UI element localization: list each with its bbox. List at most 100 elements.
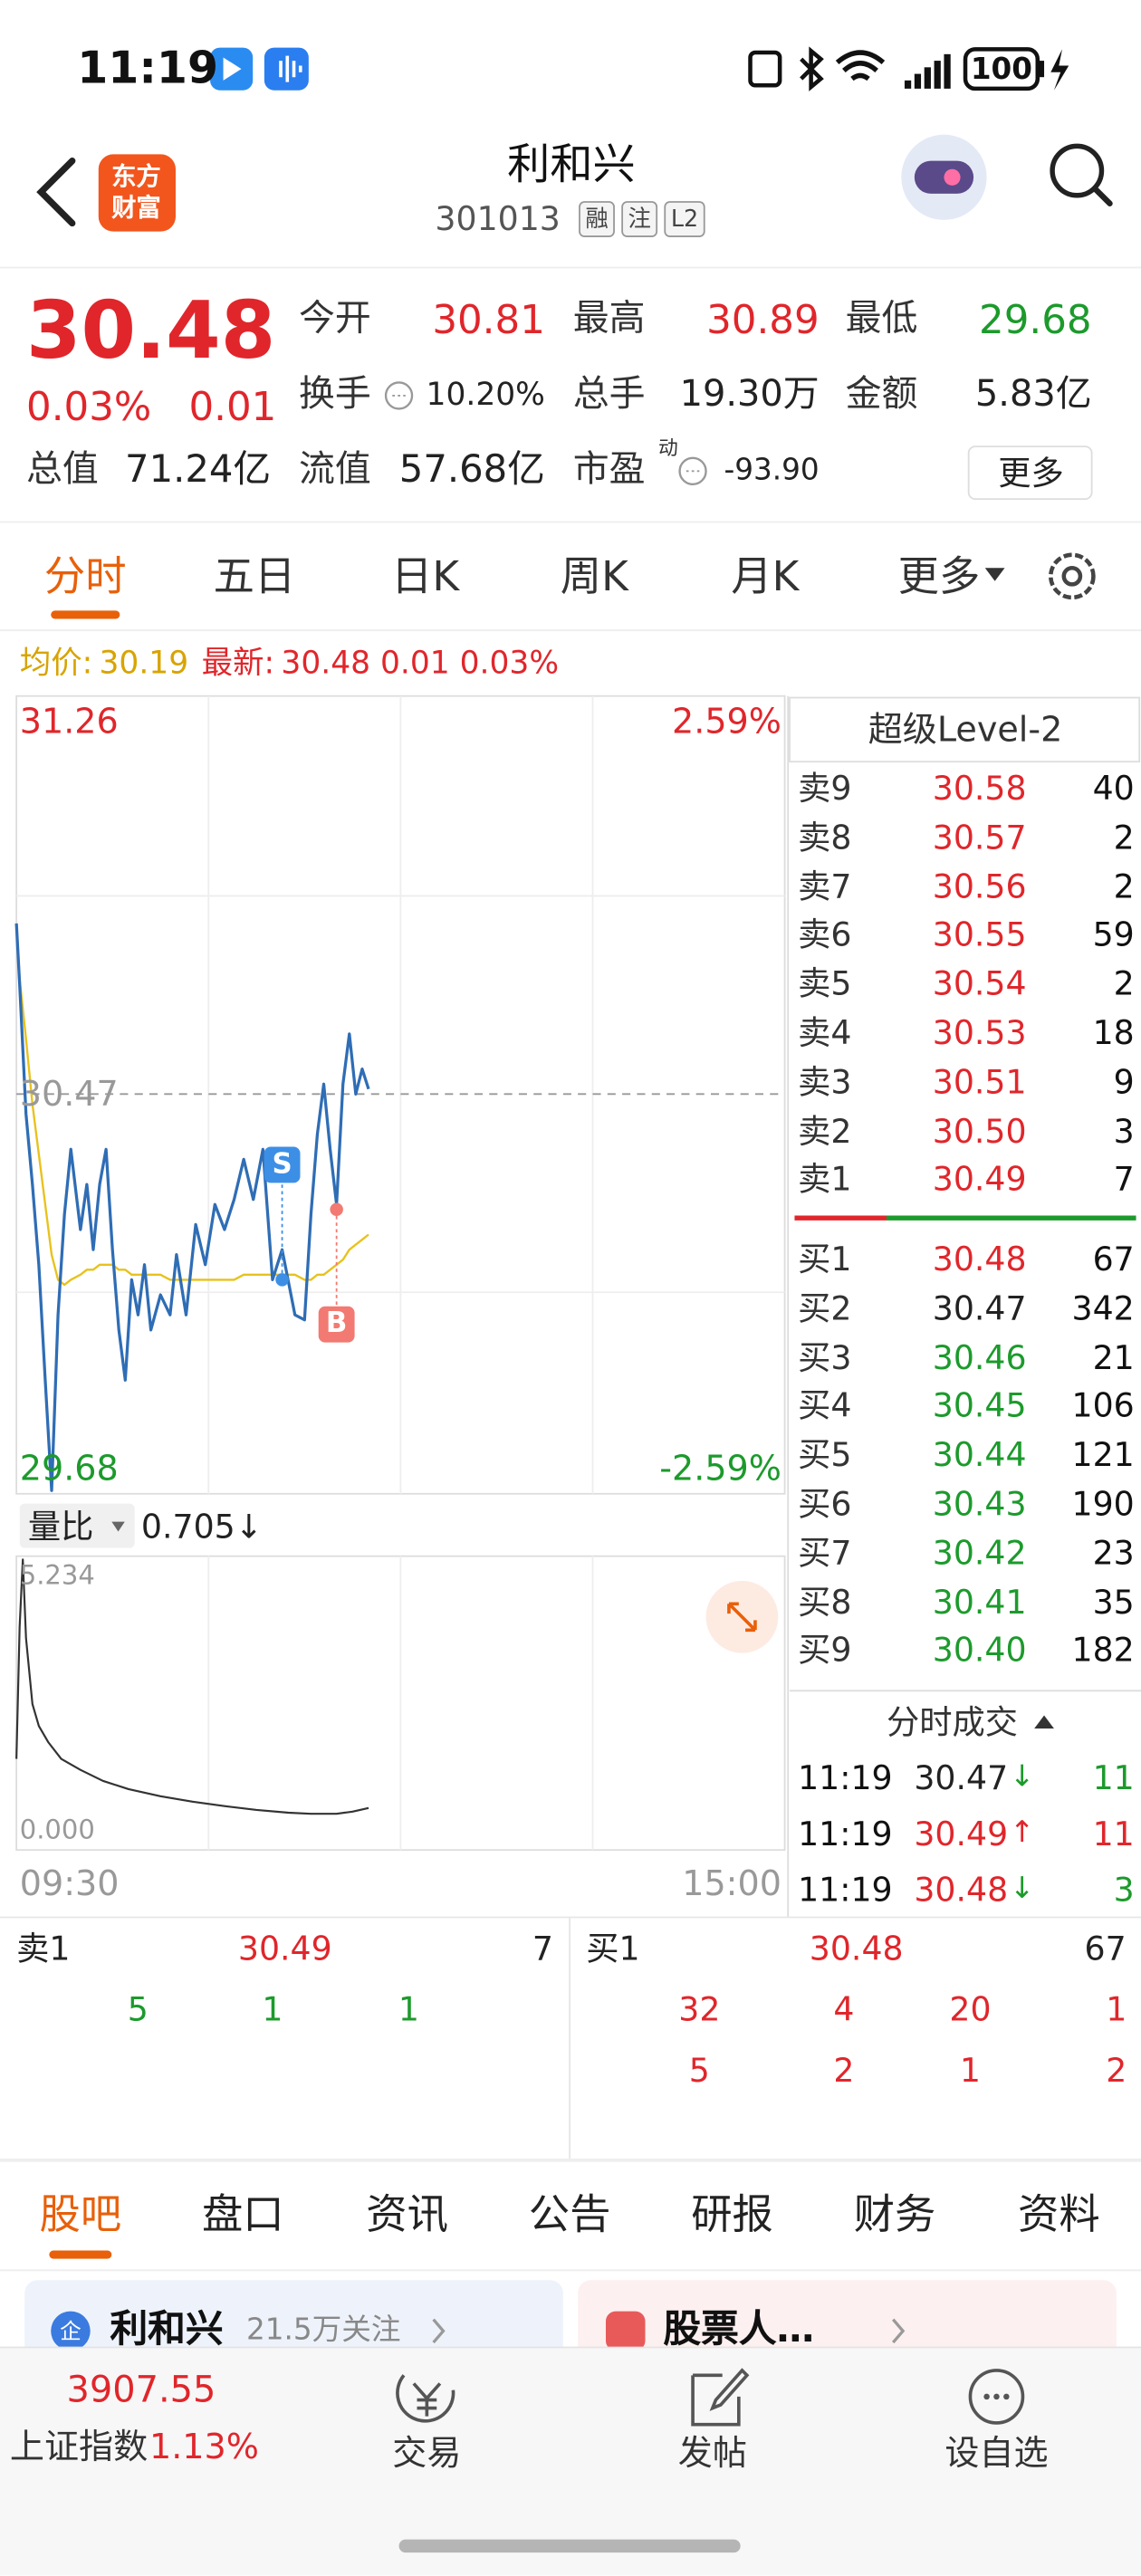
back-button[interactable] xyxy=(36,158,76,227)
bluetooth-icon xyxy=(800,46,824,91)
signal-bar xyxy=(924,67,931,89)
signal-bar xyxy=(914,73,922,89)
field-value: 5.83亿 xyxy=(974,374,1092,416)
change-percent: 0.03% xyxy=(26,384,152,430)
book-volume: 190 xyxy=(1071,1483,1135,1524)
settings-core xyxy=(1061,566,1083,587)
queue-order: 2 xyxy=(1106,2050,1127,2090)
book-price: 30.43 xyxy=(932,1483,1027,1524)
trade-price: 30.47 xyxy=(914,1757,1009,1798)
queue-order: 1 xyxy=(959,2050,981,2090)
signal-bar xyxy=(944,53,951,89)
queue-order: 20 xyxy=(949,1989,992,2029)
nav-item[interactable]: 设自选 xyxy=(944,2433,1049,2474)
queue-order: 5 xyxy=(127,1989,149,2029)
watchlist-icon xyxy=(968,2369,1025,2425)
signal-bar xyxy=(904,80,912,89)
content-tab[interactable]: 财务 xyxy=(853,2190,936,2238)
signal-bar xyxy=(934,61,941,89)
book-volume: 23 xyxy=(1092,1532,1135,1573)
book-level: 买1 xyxy=(798,1239,852,1279)
chart-tab[interactable]: 更多 xyxy=(897,552,981,600)
nav-item[interactable]: 发帖 xyxy=(677,2433,747,2474)
dropdown-arrow xyxy=(111,1521,125,1532)
content-tab[interactable]: 研报 xyxy=(691,2190,773,2238)
index-value[interactable]: 3907.55 xyxy=(66,2370,216,2412)
trade-direction: ↓ xyxy=(1009,1871,1035,1906)
book-level: 卖4 xyxy=(798,1012,852,1053)
book-price: 30.57 xyxy=(932,817,1027,857)
settings-button[interactable] xyxy=(1049,552,1096,600)
chart-tab[interactable]: 月K xyxy=(731,552,800,600)
trade-price: 30.48 xyxy=(914,1869,1009,1910)
chart-tab[interactable]: 日K xyxy=(391,552,460,600)
app-icon-glyph xyxy=(279,55,302,82)
book-volume: 18 xyxy=(1092,1012,1135,1053)
chart-tab[interactable]: 分时 xyxy=(43,552,127,600)
content-tab[interactable]: 公告 xyxy=(528,2190,611,2238)
content-tab[interactable]: 资讯 xyxy=(366,2190,448,2238)
panel-title: 超级Level-2 xyxy=(868,710,1063,750)
book-level: 买2 xyxy=(798,1288,852,1328)
badge-text: L2 xyxy=(670,206,699,234)
book-volume: 182 xyxy=(1071,1630,1135,1671)
content-tab[interactable]: 盘口 xyxy=(201,2190,284,2238)
field-label: 金额 xyxy=(845,374,918,416)
field-superscript: 动 xyxy=(657,436,678,460)
book-price: 30.44 xyxy=(932,1434,1027,1475)
content-tab[interactable]: 股吧 xyxy=(39,2190,122,2238)
y-tick-label: 30.47 xyxy=(19,1073,119,1114)
book-volume: 35 xyxy=(1092,1581,1135,1622)
book-level: 卖7 xyxy=(798,866,852,906)
nav-item[interactable]: 交易 xyxy=(392,2433,462,2474)
queue-label: 买1 xyxy=(586,1929,640,1968)
book-price: 30.58 xyxy=(932,768,1027,808)
content-tab[interactable]: 资料 xyxy=(1018,2190,1100,2238)
watchlist-dot xyxy=(983,2393,990,2400)
trade-volume: 11 xyxy=(1092,1757,1135,1798)
x-tick-label: 09:30 xyxy=(19,1863,120,1904)
more-button[interactable] xyxy=(967,445,1093,501)
trade-direction: ↑ xyxy=(1009,1815,1035,1851)
book-price: 30.56 xyxy=(932,866,1027,906)
book-level: 买6 xyxy=(798,1483,852,1524)
card-name[interactable]: 利和兴 xyxy=(110,2308,224,2352)
wifi-icon xyxy=(835,50,886,81)
field-value: -93.90 xyxy=(724,453,820,488)
field-label: 换手 xyxy=(298,374,371,416)
dropdown-box[interactable] xyxy=(19,1503,135,1548)
search-button[interactable] xyxy=(1050,143,1105,198)
trade-point xyxy=(330,1202,343,1217)
bottom-nav xyxy=(0,2347,1141,2576)
book-volume: 2 xyxy=(1113,817,1135,857)
stock-code: 301013 xyxy=(435,198,561,238)
sort-arrow xyxy=(1034,1715,1054,1729)
book-volume: 59 xyxy=(1092,915,1135,955)
field-label: 总值 xyxy=(26,449,99,492)
trades-title[interactable]: 分时成交 xyxy=(886,1702,1019,1742)
app-icon-glyph xyxy=(223,57,242,81)
card-followers: 21.5万关注 xyxy=(245,2313,401,2348)
chart-tab[interactable]: 周K xyxy=(560,552,628,600)
book-price: 30.41 xyxy=(932,1581,1027,1622)
trade-badge xyxy=(264,1146,301,1183)
trade-icon xyxy=(396,2374,455,2423)
card-name[interactable]: 股票人… xyxy=(663,2308,815,2352)
trade-badge xyxy=(318,1306,355,1343)
chart-tab[interactable]: 五日 xyxy=(213,552,296,600)
trade-time: 11:19 xyxy=(798,1814,893,1853)
index-change: 1.13% xyxy=(149,2427,259,2466)
last-price: 30.48 xyxy=(26,285,276,378)
legend-value: 30.19 xyxy=(99,644,189,681)
queue-volume: 67 xyxy=(1084,1929,1127,1968)
y-tick-label: 5.234 xyxy=(19,1559,95,1591)
field-label: 最低 xyxy=(845,298,918,340)
legend-label: 最新: xyxy=(201,644,275,681)
indicator-name[interactable]: 量比 xyxy=(27,1507,94,1547)
status-time: 11:19 xyxy=(77,43,219,95)
series-line xyxy=(14,923,370,1492)
chevron xyxy=(892,2318,906,2344)
logo-text: 东方 xyxy=(111,161,161,192)
more-button-label[interactable]: 更多 xyxy=(998,453,1064,493)
